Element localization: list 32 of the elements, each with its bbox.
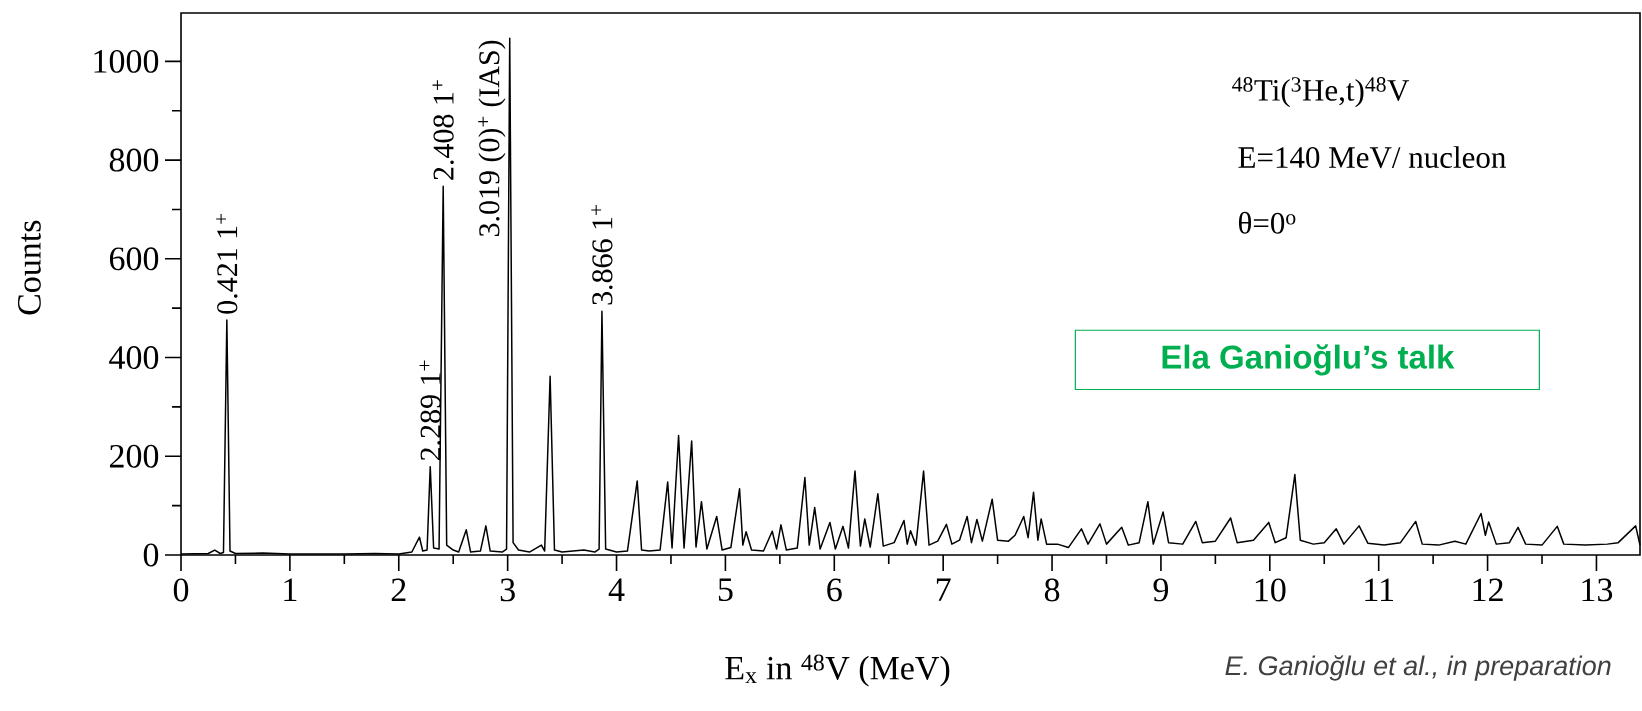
- x-tick-label: 10: [1255, 578, 1286, 602]
- annotation: 2.289 1$^{+}$: [419, 360, 441, 461]
- x-tick-label: 0: [173, 578, 189, 602]
- x-tick-label: 11: [1365, 578, 1394, 601]
- y-tick-label: 0: [143, 543, 159, 567]
- y-tick-label: 400: [109, 346, 159, 370]
- annotation: 3.019 (0)$^{+}$ (IAS): [478, 40, 506, 237]
- y-tick-label: 1000: [94, 49, 159, 73]
- x-tick-label: 2: [391, 578, 406, 602]
- y-tick-label: 200: [109, 444, 159, 468]
- x-tick-label: 5: [718, 578, 733, 602]
- x-tick-label: 7: [936, 578, 951, 601]
- y-tick-label: 600: [109, 247, 159, 271]
- x-tick-label: 9: [1153, 578, 1169, 602]
- annotation: $^{48}$Ti($^{3}$He,t)$^{48}$V: [1232, 77, 1410, 108]
- x-tick-label: 12: [1473, 578, 1503, 602]
- x-tick-label: 4: [608, 578, 625, 601]
- annotation: 3.866 1$^{+}$: [591, 205, 613, 305]
- y-tick-label: 800: [109, 148, 159, 172]
- x-tick-label: 6: [827, 578, 842, 602]
- text: E. Ganioğlu et al., in preparation: [1225, 655, 1611, 681]
- annotation: Ela Ganioğlu’s talk: [1162, 344, 1455, 376]
- x-tick-label: 1: [284, 578, 297, 601]
- annotation: 2.408 1$^{+}$: [432, 80, 454, 180]
- y-axis-title: Counts: [17, 220, 41, 315]
- x-axis-title: E$_{x}$ in $^{48}$V (MeV): [725, 654, 950, 687]
- x-tick-label: 13: [1582, 578, 1613, 602]
- annotation: 0.421 1$^{+}$: [216, 214, 238, 314]
- annotation: E=140 MeV/ nucleon: [1238, 146, 1506, 169]
- x-tick-label: 8: [1044, 578, 1060, 602]
- x-tick-label: 3: [500, 578, 515, 602]
- annotation: θ=0$^{o}$: [1238, 211, 1296, 234]
